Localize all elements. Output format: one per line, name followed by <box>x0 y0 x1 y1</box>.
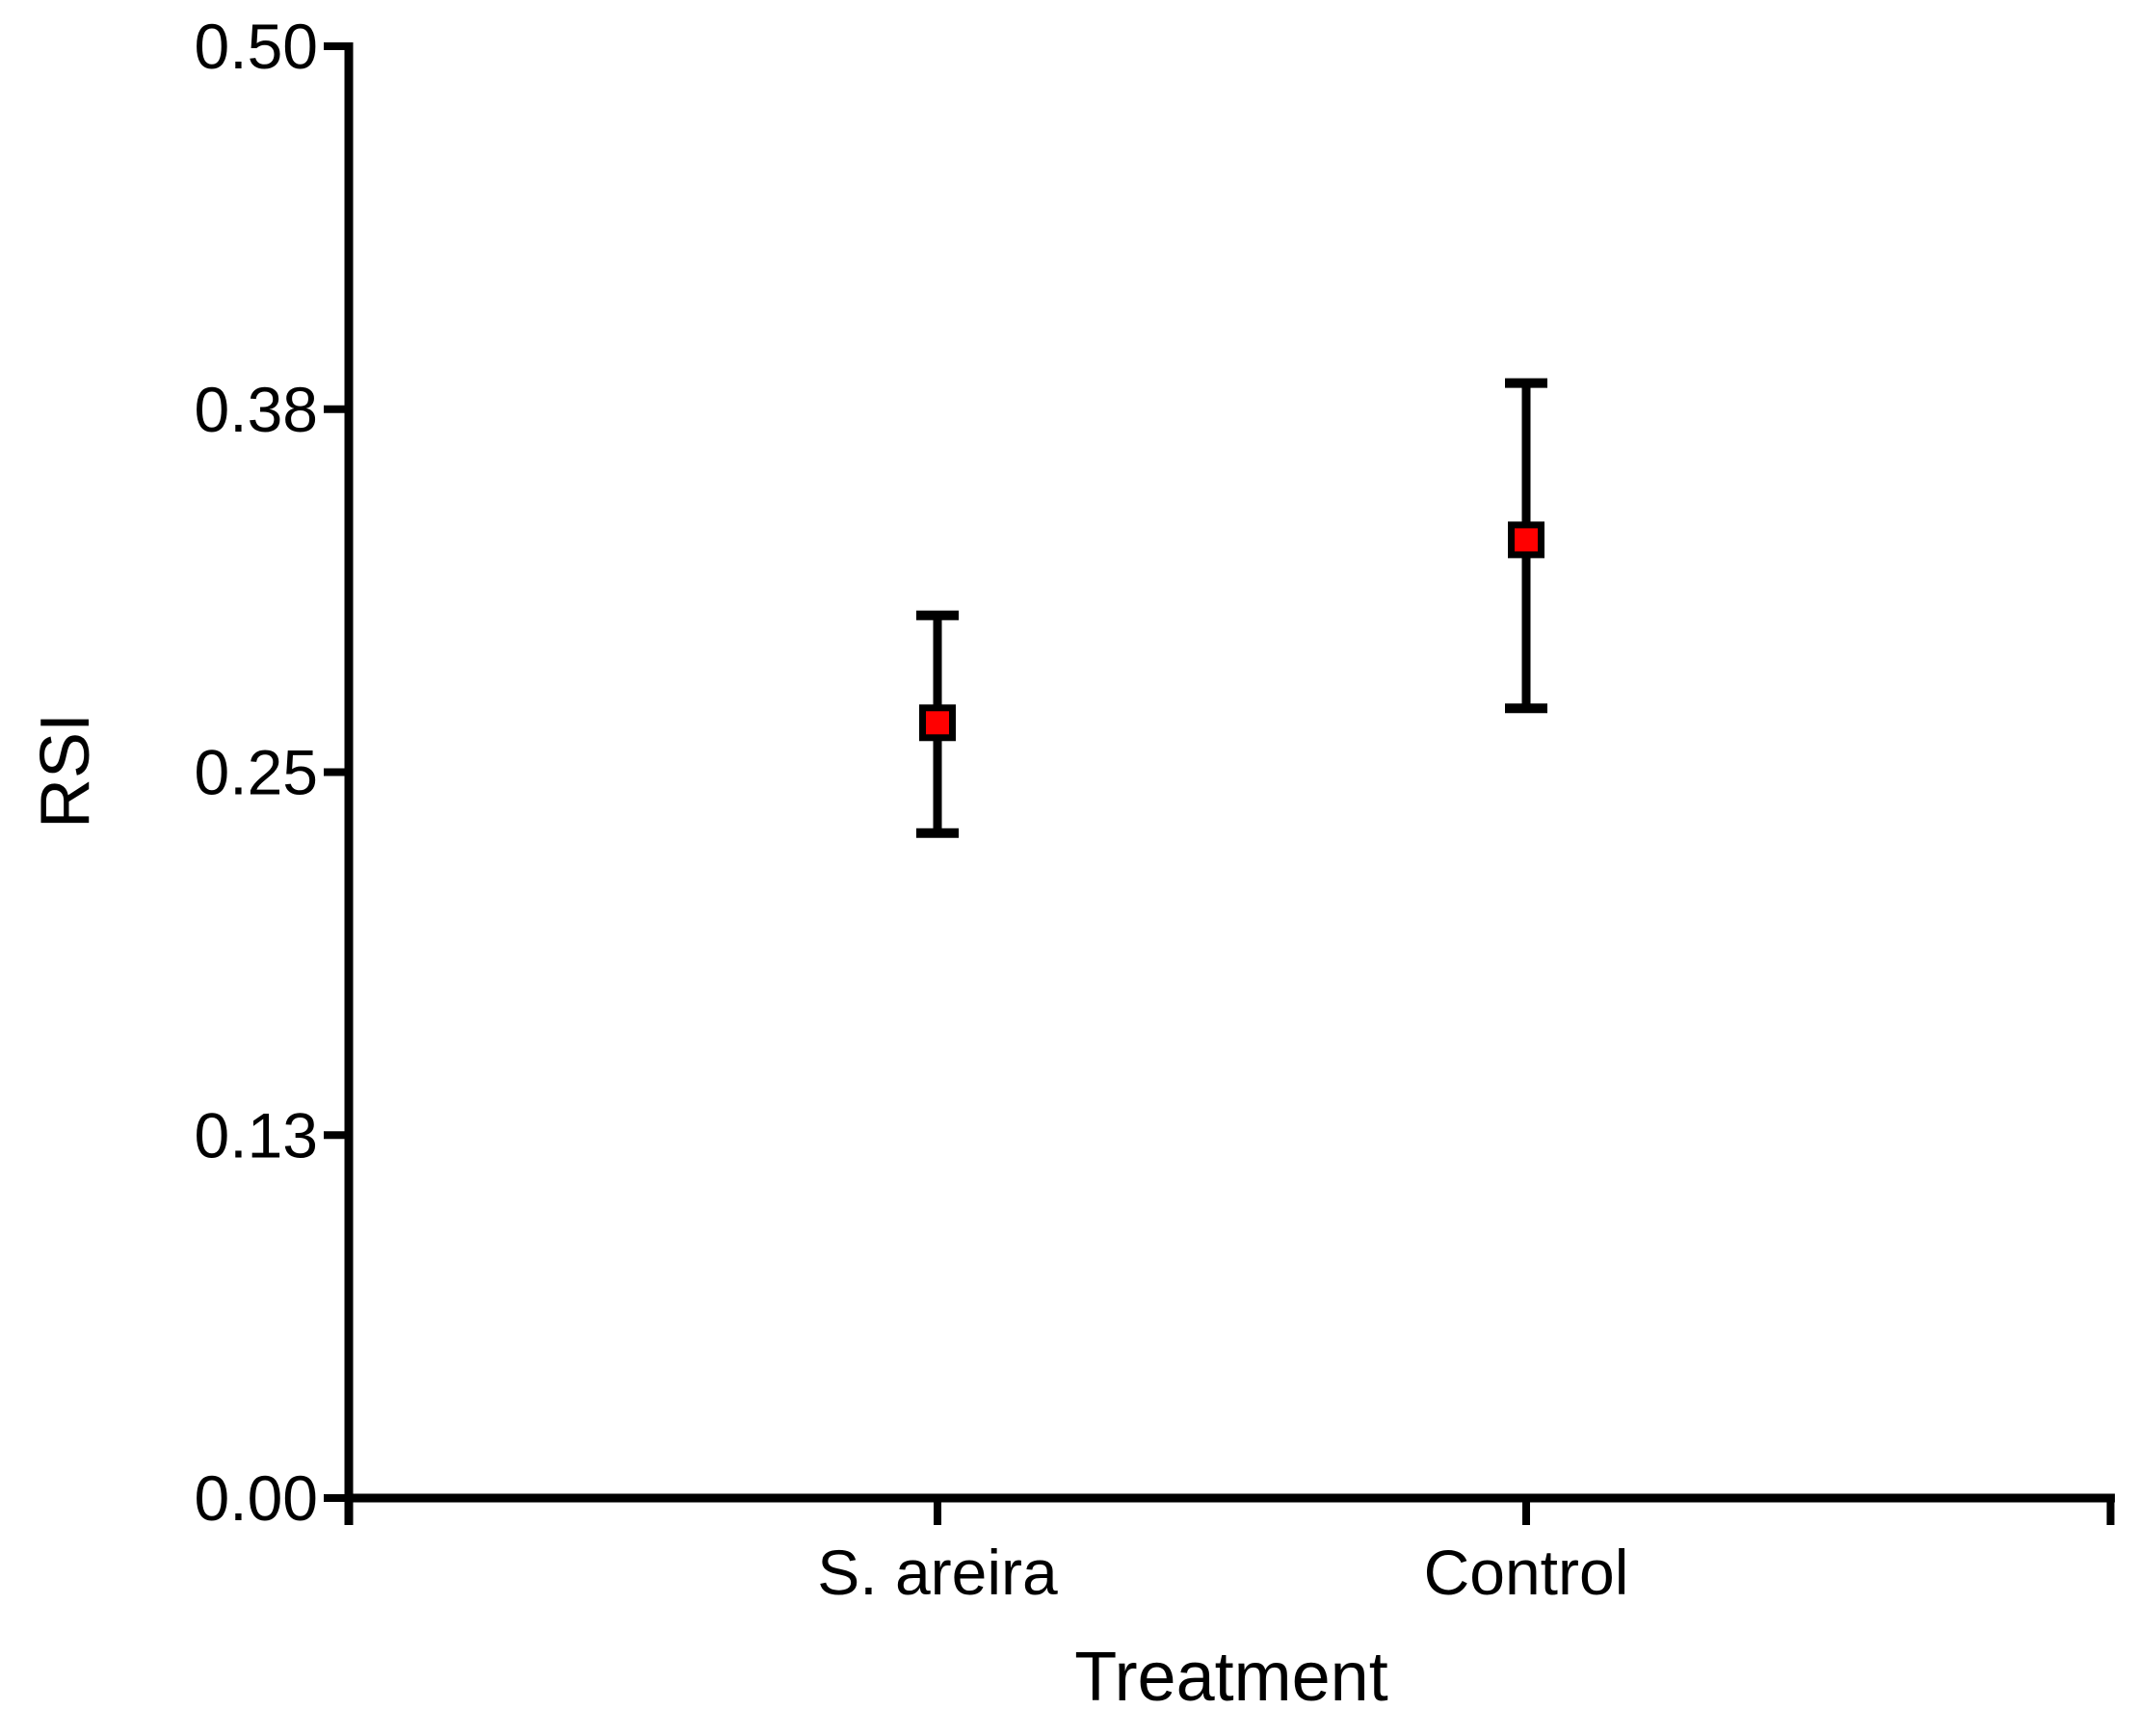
y-tick-label: 0.38 <box>195 374 318 445</box>
y-axis-title: RSI <box>27 713 104 829</box>
x-tick-label: S. areira <box>817 1537 1058 1608</box>
y-tick-label: 0.00 <box>195 1462 318 1534</box>
data-layer <box>916 378 1547 838</box>
data-point-control <box>1505 378 1547 714</box>
x-axis-title: Treatment <box>1074 1639 1387 1716</box>
y-tick-label: 0.50 <box>195 11 318 82</box>
y-tick-label: 0.25 <box>195 737 318 808</box>
square-marker <box>919 704 956 742</box>
x-tick-label: Control <box>1424 1537 1629 1608</box>
axes-layer <box>324 42 2115 1525</box>
data-point-s-areira <box>916 610 959 838</box>
y-tick-label: 0.13 <box>195 1099 318 1170</box>
square-marker <box>1508 521 1544 559</box>
